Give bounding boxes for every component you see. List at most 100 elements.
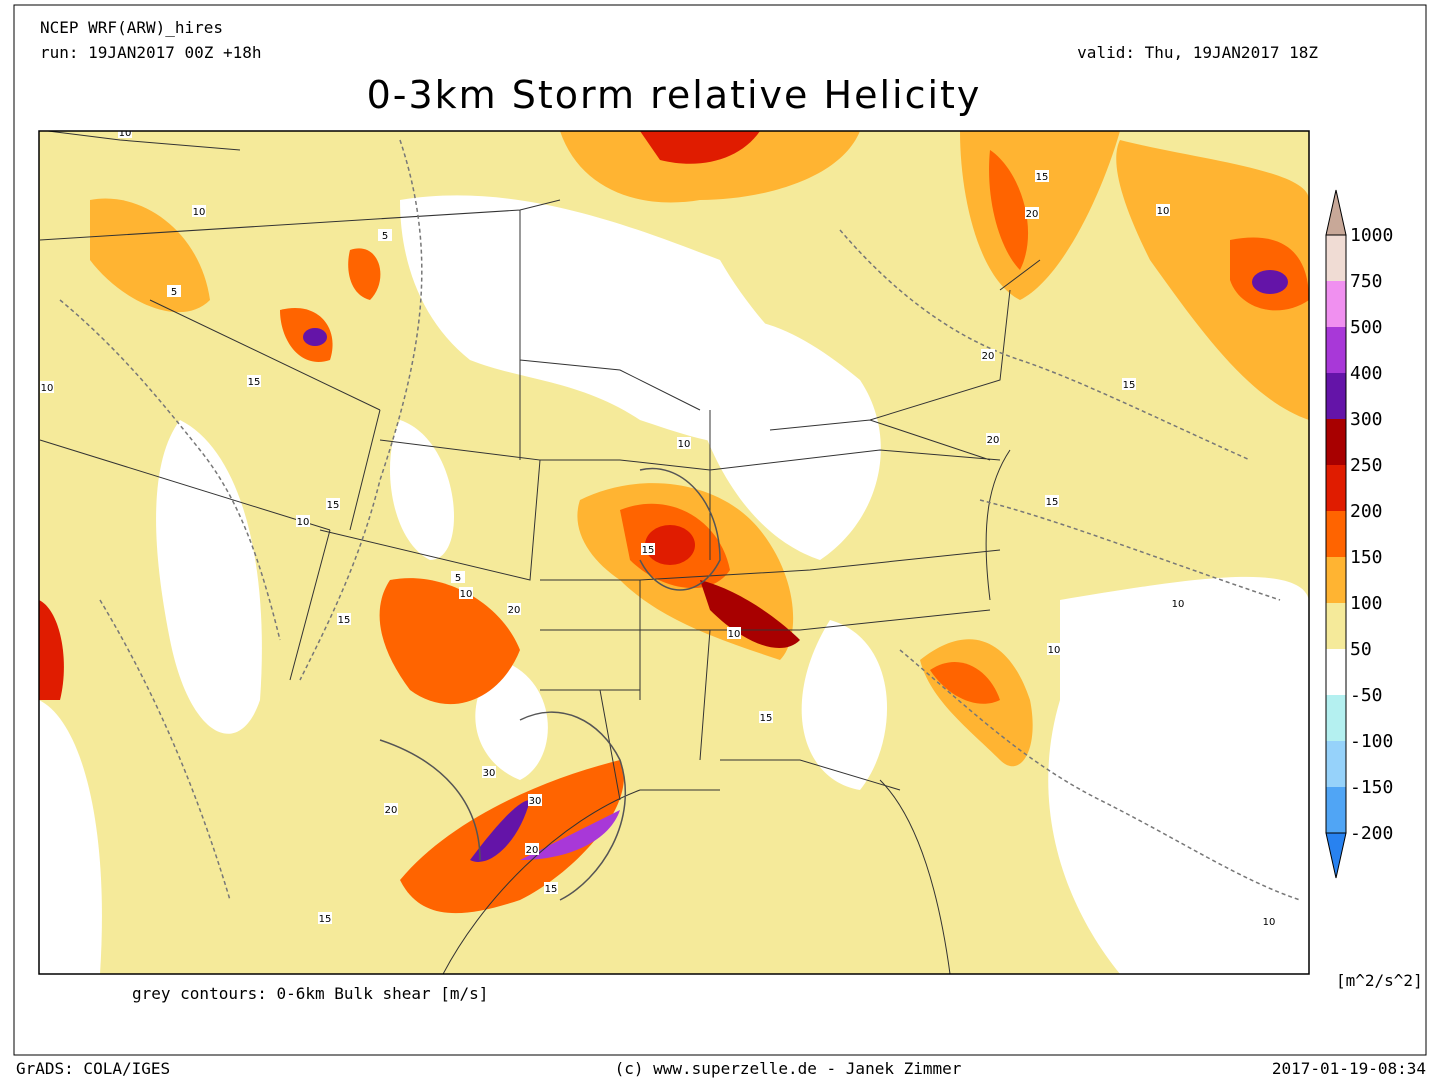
- footer-right: 2017-01-19-08:34: [1272, 1059, 1426, 1078]
- contour-label: 15: [248, 377, 261, 388]
- contour-label-box: [1171, 597, 1185, 609]
- colorbar-top-triangle: [1325, 189, 1347, 236]
- contour-label-box: [1025, 207, 1039, 219]
- contour-label: 10: [119, 128, 132, 139]
- contour-label: 20: [987, 435, 1000, 446]
- contour-label-box: [40, 381, 54, 393]
- colorbar-segment: [1326, 373, 1346, 419]
- colorbar-label: -150: [1350, 777, 1393, 798]
- contour-label: 10: [1048, 645, 1061, 656]
- contour-label: 15: [338, 615, 351, 626]
- contour-label: 10: [41, 383, 54, 394]
- colorbar-label: -200: [1350, 823, 1393, 844]
- contour-label-box: [727, 627, 741, 639]
- colorbar-label: 150: [1350, 547, 1383, 568]
- colorbar-label: -100: [1350, 731, 1393, 752]
- contour-label: 20: [1026, 209, 1039, 220]
- colorbar-label: 300: [1350, 409, 1383, 430]
- contour-label: 30: [483, 768, 496, 779]
- contour-label-box: [337, 613, 351, 625]
- contour-label-box: [981, 349, 995, 361]
- contour-label-box: [118, 131, 132, 138]
- low-helicity-areas: [39, 195, 1309, 974]
- contour-label: 15: [1123, 380, 1136, 391]
- contour-note: grey contours: 0-6km Bulk shear [m/s]: [132, 984, 488, 1003]
- colorbar-segment: [1326, 419, 1346, 465]
- contour-label-box: [451, 571, 465, 583]
- contour-label-box: [482, 766, 496, 778]
- colorbar-segment: [1326, 695, 1346, 741]
- contour-label-box: [525, 843, 539, 855]
- contour-label-box: [378, 229, 392, 241]
- contour-label: 20: [508, 605, 521, 616]
- footer-left: GrADS: COLA/IGES: [16, 1059, 170, 1078]
- page-border: [13, 4, 1427, 1056]
- high-helicity-areas: [39, 131, 1309, 914]
- contour-label: 20: [385, 805, 398, 816]
- contour-label: 15: [545, 884, 558, 895]
- contour-label: 10: [1157, 206, 1170, 217]
- contour-label-box: [1122, 378, 1136, 390]
- contour-label: 15: [319, 914, 332, 925]
- state-borders: [39, 131, 1041, 974]
- contour-label-box: [544, 882, 558, 894]
- contour-label: 10: [728, 629, 741, 640]
- contour-label: 30: [529, 796, 542, 807]
- map-title: 0-3km Storm relative Helicity: [367, 73, 982, 117]
- contour-label: 5: [455, 573, 461, 584]
- contour-label: 10: [1263, 917, 1276, 928]
- contour-label-box: [318, 912, 332, 924]
- colorbar-label: 400: [1350, 363, 1383, 384]
- contour-label-box: [528, 794, 542, 806]
- contour-label-box: [641, 543, 655, 555]
- footer-center: (c) www.superzelle.de - Janek Zimmer: [615, 1059, 962, 1078]
- contour-label: 5: [171, 287, 177, 298]
- contour-label-box: [759, 711, 773, 723]
- colorbar-segment: [1326, 787, 1346, 833]
- contour-label: 10: [678, 439, 691, 450]
- colorbar-outline: [1325, 234, 1347, 834]
- colorbar-segment: [1326, 557, 1346, 603]
- contour-label-box: [1045, 495, 1059, 507]
- contour-label-box: [1262, 915, 1276, 927]
- contour-label: 10: [1172, 599, 1185, 610]
- map-frame: [38, 130, 1310, 975]
- colorbar-label: 750: [1350, 271, 1383, 292]
- contour-label-box: [1047, 643, 1061, 655]
- model-name: NCEP WRF(ARW)_hires: [40, 18, 223, 37]
- colorbar-segment: [1326, 327, 1346, 373]
- contour-label-box: [1035, 170, 1049, 182]
- contour-label-box: [384, 803, 398, 815]
- colorbar-segment: [1326, 465, 1346, 511]
- contour-label-box: [167, 285, 181, 297]
- contour-label-box: [1156, 204, 1170, 216]
- map-area: 10 5 10 5 10 15 10 15 5 15 10 20 15 10 20 15 20 15 10 30 20 3…: [39, 128, 1309, 974]
- valid-time: valid: Thu, 19JAN2017 18Z: [1077, 43, 1318, 62]
- colorbar-segment: [1326, 281, 1346, 327]
- colorbar-segment: [1326, 511, 1346, 557]
- colorbar-label: -50: [1350, 685, 1383, 706]
- colorbar-label: 250: [1350, 455, 1383, 476]
- colorbar-unit: [m^2/s^2]: [1336, 971, 1423, 990]
- contour-label-box: [326, 498, 340, 510]
- contour-label: 20: [982, 351, 995, 362]
- colorbar-label: 500: [1350, 317, 1383, 338]
- contour-label-box: [459, 587, 473, 599]
- contour-label: 15: [760, 713, 773, 724]
- contour-label-box: [986, 433, 1000, 445]
- contour-label: 15: [642, 545, 655, 556]
- contour-label-box: [507, 603, 521, 615]
- colorbar-segment: [1326, 649, 1346, 695]
- contour-label: 5: [382, 231, 388, 242]
- colorbar-segment: [1326, 603, 1346, 649]
- colorbar-label: 200: [1350, 501, 1383, 522]
- contour-label-box: [677, 437, 691, 449]
- colorbar-label: 50: [1350, 639, 1372, 660]
- colorbar-label: 1000: [1350, 225, 1393, 246]
- colorbar-bottom-triangle: [1325, 832, 1347, 879]
- contour-label: 20: [526, 845, 539, 856]
- contour-label-box: [296, 515, 310, 527]
- shear-contours-solid: [379, 467, 721, 901]
- contour-label: 10: [460, 589, 473, 600]
- colorbar-label: 100: [1350, 593, 1383, 614]
